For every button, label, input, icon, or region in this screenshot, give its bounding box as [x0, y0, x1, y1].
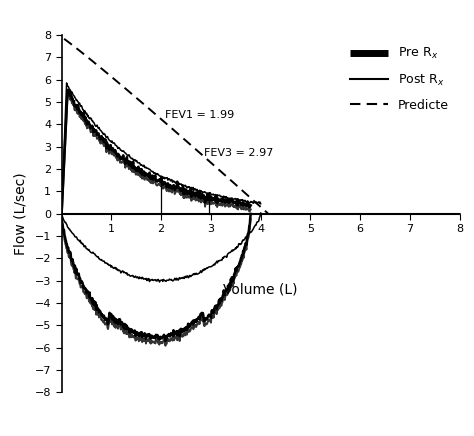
Text: Flow Volume: Flow Volume: [167, 6, 307, 25]
Text: FEV1 = 1.99: FEV1 = 1.99: [164, 109, 234, 119]
Y-axis label: Flow (L/sec): Flow (L/sec): [14, 172, 28, 255]
X-axis label: Volume (L): Volume (L): [223, 283, 298, 296]
Legend: Pre R$_x$, Post R$_x$, Predicte: Pre R$_x$, Post R$_x$, Predicte: [345, 41, 454, 117]
Text: FEV3 = 2.97: FEV3 = 2.97: [204, 147, 274, 157]
